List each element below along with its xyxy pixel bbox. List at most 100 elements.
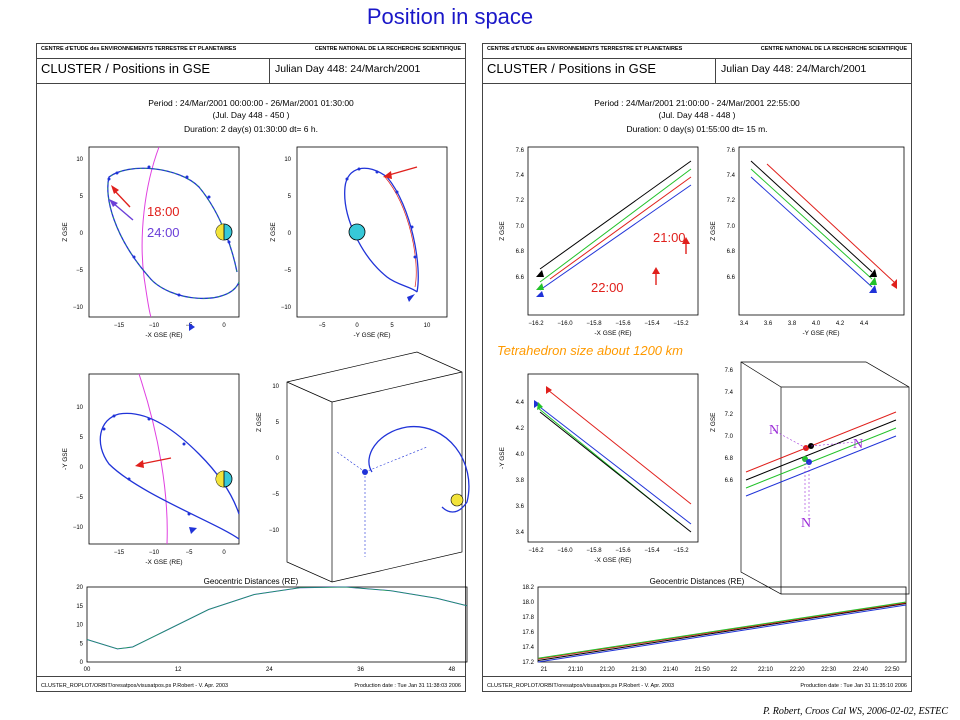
svg-text:−16.2: −16.2 — [528, 548, 544, 554]
svg-text:7.0: 7.0 — [516, 224, 525, 230]
svg-text:4.2: 4.2 — [836, 321, 845, 327]
orbit-yz-plot: 10 5 0 −5 −10 −5 0 5 10 -Y GSE (RE) Z GS… — [270, 146, 448, 339]
svg-text:6.6: 6.6 — [727, 275, 736, 281]
footer-right: Production date : Tue Jan 31 11:38:03 20… — [354, 683, 461, 689]
svg-text:−15.6: −15.6 — [615, 548, 631, 554]
y-axis-label-r2: -Y GSE (RE) — [802, 330, 839, 337]
svg-text:−10: −10 — [149, 323, 160, 329]
zoom-xz-plot: 7.6 7.4 7.2 7.0 6.8 6.6 −16.2 −16.0 −15.… — [499, 146, 699, 337]
period-text: Period : 24/Mar/2001 00:00:00 - 26/Mar/2… — [148, 98, 354, 108]
svg-text:3.8: 3.8 — [516, 478, 525, 484]
geo-y-tick: 5 — [80, 641, 84, 647]
geo-r-x-tick: 22:20 — [790, 667, 806, 673]
z-axis-label: Z GSE — [62, 222, 69, 242]
svg-text:−5: −5 — [76, 495, 84, 501]
geo-y-tick: 0 — [80, 660, 84, 666]
svg-text:−10: −10 — [281, 305, 292, 311]
svg-text:0: 0 — [276, 456, 280, 462]
geo-r-y-tick: 17.8 — [522, 615, 534, 621]
svg-text:5: 5 — [80, 194, 84, 200]
geo-x-tick: 36 — [357, 667, 364, 673]
geo-r-x-tick: 22:30 — [821, 667, 837, 673]
annot-1800: 18:00 — [147, 204, 180, 219]
z-axis-label-3d: Z GSE — [256, 412, 263, 432]
julian-day: Julian Day 448: 24/March/2001 — [275, 63, 421, 75]
geo-r-x-tick: 22 — [730, 667, 737, 673]
svg-text:7.2: 7.2 — [725, 412, 734, 418]
svg-text:−15.4: −15.4 — [644, 548, 660, 554]
svg-text:10: 10 — [76, 157, 83, 163]
geo-y-tick: 10 — [76, 623, 83, 629]
orbit-3d-plot: 10 5 0 −5 −10 Z GSE — [256, 351, 470, 583]
geo-distance-chart: 0 5 10 15 20 00 12 24 36 48 — [76, 585, 468, 673]
svg-text:7.2: 7.2 — [727, 198, 736, 204]
geo-r-y-tick: 17.6 — [522, 630, 534, 636]
svg-text:−15.2: −15.2 — [673, 548, 689, 554]
x-axis-label-r3: -X GSE (RE) — [594, 557, 631, 564]
svg-text:7.6: 7.6 — [725, 368, 734, 374]
y-axis-label-r3: -Y GSE — [499, 446, 506, 469]
svg-text:0: 0 — [222, 323, 226, 329]
svg-text:10: 10 — [284, 157, 291, 163]
geo-r-series-line — [537, 601, 907, 659]
svg-text:6.6: 6.6 — [516, 275, 525, 281]
svg-text:−5: −5 — [76, 268, 84, 274]
svg-text:7.6: 7.6 — [516, 148, 525, 154]
svg-text:6.8: 6.8 — [727, 249, 736, 255]
geo-r-x-tick: 21:30 — [631, 667, 647, 673]
svg-text:4.4: 4.4 — [860, 321, 869, 327]
plot-title-r: CLUSTER / Positions in GSE — [487, 61, 657, 76]
annot-2400: 24:00 — [147, 225, 180, 240]
svg-text:−15.4: −15.4 — [644, 321, 660, 327]
svg-text:10: 10 — [424, 323, 431, 329]
lab-name-r: CENTRE d'ETUDE des ENVIRONNEMENTS TERRES… — [487, 46, 683, 52]
annot-2100: 21:00 — [653, 230, 686, 245]
orbit-xy-plot: 10 5 0 −5 −10 −15 −10 −5 0 -X GSE (RE) -… — [62, 373, 240, 566]
geo-r-x-tick: 22:50 — [884, 667, 900, 673]
svg-text:7.4: 7.4 — [725, 390, 734, 396]
geo-r-x-tick: 21 — [541, 667, 548, 673]
svg-text:−5: −5 — [186, 550, 194, 556]
geo-r-series-line — [537, 604, 907, 663]
geo-x-tick: 48 — [448, 667, 455, 673]
svg-text:4.2: 4.2 — [516, 426, 525, 432]
svg-text:6.8: 6.8 — [725, 456, 734, 462]
x-axis-label: -X GSE (RE) — [145, 332, 182, 339]
plot-title: CLUSTER / Positions in GSE — [41, 61, 211, 76]
svg-text:−10: −10 — [149, 550, 160, 556]
svg-text:7.4: 7.4 — [727, 173, 736, 179]
geo-r-x-tick: 21:50 — [695, 667, 711, 673]
geo-r-x-tick: 22:10 — [758, 667, 774, 673]
duration-text-r: Duration: 0 day(s) 01:55:00 dt= 15 m. — [626, 124, 768, 134]
svg-text:6.6: 6.6 — [725, 478, 734, 484]
svg-text:10: 10 — [76, 405, 83, 411]
z-axis-label-r1: Z GSE — [499, 221, 506, 241]
geo-title: Geocentric Distances (RE) — [203, 577, 299, 586]
geo-x-tick: 24 — [266, 667, 273, 673]
svg-text:−15.8: −15.8 — [586, 321, 602, 327]
svg-text:7.0: 7.0 — [727, 224, 736, 230]
credit-line: P. Robert, Croos Cal WS, 2006-02-02, EST… — [762, 706, 948, 717]
footer-left: CLUSTER_ROPLOT/ORBIT/oresatpos/visusatpo… — [41, 683, 229, 689]
lab-name: CENTRE d'ETUDE des ENVIRONNEMENTS TERRES… — [41, 46, 237, 52]
svg-text:−16.0: −16.0 — [557, 548, 573, 554]
geo-r-y-tick: 18.0 — [522, 600, 534, 606]
x-axis-label-3: -X GSE (RE) — [145, 559, 182, 566]
svg-text:−15.2: −15.2 — [673, 321, 689, 327]
geo-r-x-tick: 21:40 — [663, 667, 679, 673]
julian-day-r: Julian Day 448: 24/March/2001 — [721, 63, 867, 75]
svg-text:−15: −15 — [114, 550, 125, 556]
orbit-xz-plot: 10 5 0 −5 −10 −15 −10 −5 0 -X GSE (RE) Z… — [62, 146, 240, 339]
svg-text:0: 0 — [80, 231, 84, 237]
zoom-xy-plot: 4.4 4.2 4.0 3.8 3.6 3.4 −16.2 −16.0 −15.… — [499, 373, 699, 564]
svg-text:7.2: 7.2 — [516, 198, 525, 204]
svg-text:3.8: 3.8 — [788, 321, 797, 327]
geo-x-tick: 00 — [84, 667, 91, 673]
right-orbit-panel: CENTRE d'ETUDE des ENVIRONNEMENTS TERRES… — [482, 43, 912, 692]
svg-text:0: 0 — [222, 550, 226, 556]
footer-left-r: CLUSTER_ROPLOT/ORBIT/oresatpos/visusatpo… — [487, 683, 675, 689]
cnrs-name: CENTRE NATIONAL DE LA RECHERCHE SCIENTIF… — [314, 46, 461, 52]
svg-text:3.4: 3.4 — [516, 530, 525, 536]
svg-text:−5: −5 — [284, 268, 292, 274]
svg-text:7.6: 7.6 — [727, 148, 736, 154]
